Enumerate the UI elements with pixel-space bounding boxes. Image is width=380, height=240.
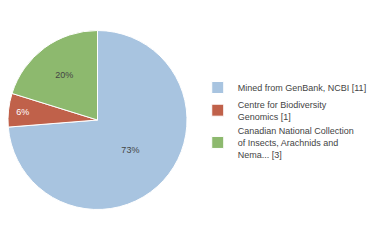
svg-text:73%: 73% <box>121 145 139 155</box>
svg-text:Centre for BiodiversityGenomic: Centre for BiodiversityGenomics [1] <box>238 100 327 122</box>
svg-text:6%: 6% <box>16 107 29 117</box>
svg-text:Mined from GenBank, NCBI [11]: Mined from GenBank, NCBI [11] <box>238 83 366 93</box>
svg-text:20%: 20% <box>55 70 73 80</box>
svg-text:Canadian National Collectionof: Canadian National Collectionof Insects, … <box>238 126 354 159</box>
